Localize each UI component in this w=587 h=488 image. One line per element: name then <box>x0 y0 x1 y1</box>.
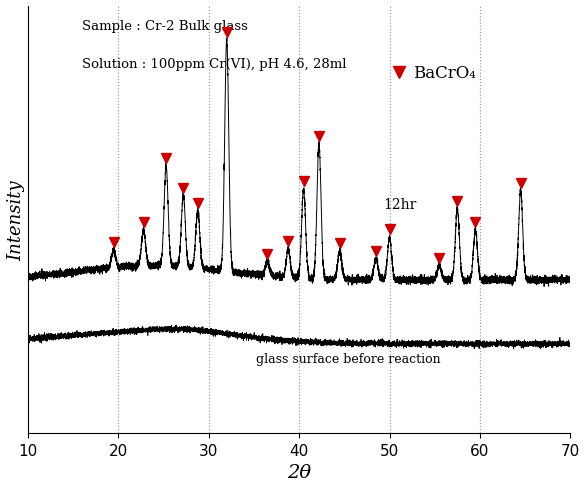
Text: Sample : Cr-2 Bulk glass: Sample : Cr-2 Bulk glass <box>82 20 248 33</box>
Text: Solution : 100ppm Cr(VI), pH 4.6, 28ml: Solution : 100ppm Cr(VI), pH 4.6, 28ml <box>82 58 346 71</box>
Text: glass surface before reaction: glass surface before reaction <box>256 352 440 365</box>
X-axis label: 2θ: 2θ <box>287 463 311 481</box>
Text: 12hr: 12hr <box>383 198 417 212</box>
Text: BaCrO₄: BaCrO₄ <box>413 64 476 81</box>
Y-axis label: Intensity: Intensity <box>7 180 25 260</box>
